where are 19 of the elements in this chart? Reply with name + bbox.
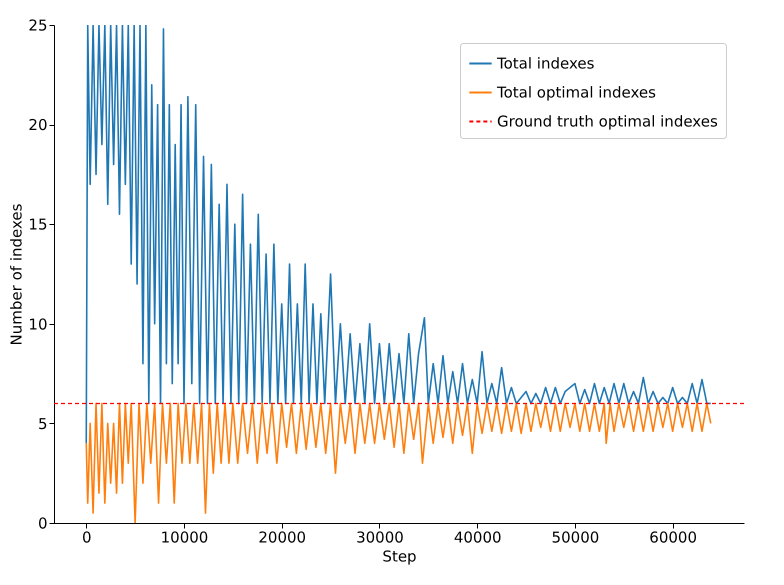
x-tick-label: 60000 (649, 528, 698, 546)
x-tick-label: 0 (82, 528, 92, 546)
x-axis-title: Step (382, 548, 417, 566)
y-tick-label: 10 (28, 315, 48, 334)
x-tick-label: 10000 (160, 528, 208, 546)
legend-label: Ground truth optimal indexes (497, 112, 718, 130)
y-tick-label: 25 (28, 16, 48, 34)
line-series (85, 402, 712, 523)
y-tick-label: 0 (38, 514, 48, 532)
y-tick-label: 5 (38, 414, 48, 433)
x-tick-label: 20000 (258, 528, 306, 546)
y-tick-label: 15 (28, 216, 48, 234)
x-tick-label: 50000 (552, 528, 600, 546)
y-tick-label: 20 (28, 116, 48, 134)
x-tick-label: 30000 (356, 528, 404, 546)
y-axis-title: Number of indexes (7, 203, 26, 346)
legend-label: Total optimal indexes (496, 84, 656, 102)
x-tick-label: 40000 (454, 528, 502, 546)
legend-label: Total indexes (496, 54, 595, 72)
